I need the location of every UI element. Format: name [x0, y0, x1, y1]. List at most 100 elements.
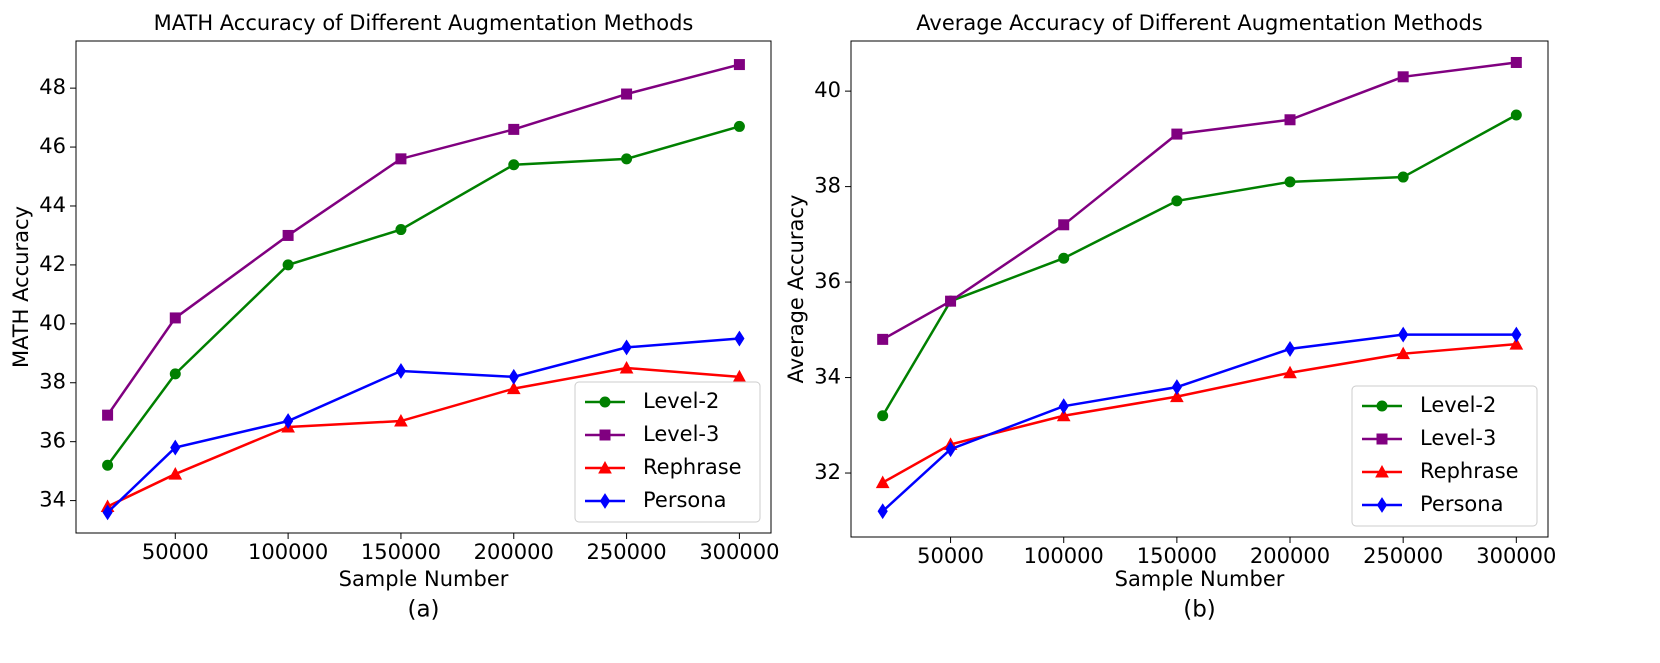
plot-frame	[75, 40, 772, 534]
y-tick-label: 44	[39, 193, 66, 217]
marker	[733, 120, 745, 132]
marker	[1171, 379, 1182, 396]
x-tick-label: 300000	[1476, 544, 1556, 568]
x-tick-label: 100000	[248, 540, 328, 564]
y-tick-label: 40	[39, 311, 66, 335]
marker	[395, 363, 407, 379]
legend-marker	[1375, 464, 1389, 478]
caption: (a)	[407, 597, 439, 623]
y-tick-label: 42	[39, 252, 66, 276]
marker	[508, 123, 520, 135]
series-line	[881, 113, 1517, 417]
marker	[877, 333, 889, 345]
y-tick-label: 40	[814, 78, 841, 102]
y-tick-label: 34	[814, 365, 841, 389]
marker	[1284, 176, 1296, 188]
legend-marker	[1376, 497, 1388, 513]
legend-marker	[599, 493, 611, 509]
marker	[395, 224, 407, 236]
legend-label: Persona	[1420, 492, 1503, 516]
legend-label: Level-3	[643, 422, 719, 446]
marker	[945, 441, 956, 458]
marker	[1510, 56, 1522, 68]
chart-title: Average Accuracy of Different Augmentati…	[916, 11, 1482, 35]
legend-marker	[598, 460, 612, 474]
marker	[508, 368, 519, 385]
marker	[1171, 195, 1183, 207]
x-tick-label: 50000	[142, 540, 209, 564]
chart: Average Accuracy of Different Augmentati…	[784, 11, 1556, 623]
x-tick-label: 200000	[474, 540, 554, 564]
legend-box	[1351, 385, 1538, 527]
series-line	[106, 63, 740, 416]
chart: MATH Accuracy of Different Augmentation …	[9, 11, 779, 623]
marker	[1510, 109, 1522, 121]
marker	[1058, 398, 1069, 415]
marker	[1284, 114, 1296, 126]
marker	[1171, 128, 1183, 140]
marker	[875, 475, 890, 489]
legend-label: Rephrase	[1420, 459, 1519, 483]
x-tick-label: 250000	[1363, 544, 1443, 568]
marker	[102, 409, 114, 421]
legend-marker	[599, 396, 611, 408]
legend-box	[574, 381, 761, 523]
marker	[734, 330, 745, 347]
series-line	[882, 61, 1517, 341]
y-tick-label: 46	[39, 134, 66, 158]
x-tick-label: 250000	[586, 540, 666, 564]
y-tick-label: 36	[39, 429, 66, 453]
marker	[877, 410, 889, 422]
y-tick-label: 36	[814, 269, 841, 293]
marker	[1170, 389, 1184, 403]
marker	[621, 88, 633, 100]
legend-label: Level-2	[1420, 393, 1496, 417]
legend-label: Level-2	[643, 389, 719, 413]
marker	[1511, 326, 1522, 343]
legend-marker	[1376, 400, 1388, 412]
marker	[945, 295, 957, 307]
marker	[1284, 340, 1296, 357]
x-tick-label: 50000	[917, 544, 984, 568]
y-tick-label: 34	[39, 488, 66, 512]
x-tick-label: 100000	[1024, 544, 1104, 568]
marker	[1056, 408, 1071, 422]
y-tick-label: 48	[39, 75, 66, 99]
marker	[1058, 219, 1070, 231]
marker	[1397, 171, 1409, 183]
marker	[283, 413, 294, 429]
y-axis-label: MATH Accuracy	[9, 206, 33, 368]
marker	[169, 368, 181, 380]
x-axis-label: Sample Number	[339, 567, 509, 591]
marker	[394, 414, 408, 427]
marker	[1397, 71, 1409, 83]
caption: (b)	[1183, 597, 1216, 623]
y-axis-label: Average Accuracy	[784, 195, 808, 384]
marker	[170, 439, 181, 456]
y-tick-label: 32	[814, 460, 841, 484]
marker	[1398, 326, 1409, 343]
marker	[1509, 337, 1524, 350]
marker	[102, 504, 113, 521]
legend-marker	[1376, 433, 1388, 445]
chart-title: MATH Accuracy of Different Augmentation …	[154, 11, 694, 35]
marker	[282, 229, 294, 241]
marker	[621, 153, 633, 165]
x-tick-label: 150000	[1137, 544, 1217, 568]
marker	[619, 360, 634, 374]
y-tick-label: 38	[814, 174, 841, 198]
x-tick-label: 150000	[361, 540, 441, 564]
marker	[1396, 346, 1411, 360]
marker	[168, 467, 183, 480]
legend-marker	[599, 429, 611, 441]
plot-frame	[850, 40, 1549, 538]
marker	[877, 503, 888, 520]
marker	[1283, 365, 1297, 379]
y-tick-label: 38	[39, 370, 66, 394]
x-axis-label: Sample Number	[1115, 567, 1285, 591]
marker	[102, 459, 114, 471]
marker	[733, 59, 745, 71]
marker	[621, 339, 632, 356]
legend-label: Rephrase	[643, 455, 742, 479]
